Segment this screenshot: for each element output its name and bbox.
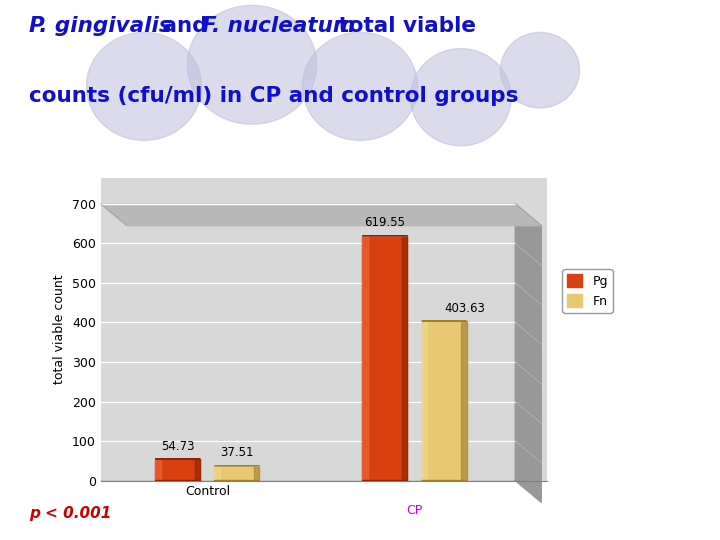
Bar: [402, 235, 408, 481]
Text: and: and: [155, 16, 215, 36]
Bar: [156, 459, 161, 481]
Bar: [462, 321, 467, 481]
Text: total viable: total viable: [331, 16, 476, 36]
Bar: [422, 321, 427, 481]
Bar: [215, 466, 259, 481]
Text: counts (cfu/ml) in CP and control groups: counts (cfu/ml) in CP and control groups: [29, 86, 518, 106]
Text: 403.63: 403.63: [444, 302, 485, 315]
Bar: [215, 466, 220, 481]
Text: 619.55: 619.55: [364, 217, 405, 230]
Polygon shape: [516, 204, 541, 502]
Bar: [362, 235, 408, 481]
Text: CP: CP: [407, 503, 423, 517]
Text: P. gingivalis: P. gingivalis: [29, 16, 171, 36]
Bar: [156, 459, 200, 481]
Bar: [195, 459, 200, 481]
Y-axis label: total viable count: total viable count: [53, 274, 66, 384]
Legend: Pg, Fn: Pg, Fn: [562, 269, 613, 313]
Polygon shape: [101, 204, 541, 226]
Bar: [254, 466, 259, 481]
Text: p < 0.001: p < 0.001: [29, 507, 111, 522]
Text: F. nucleatum: F. nucleatum: [202, 16, 355, 36]
Bar: [422, 321, 467, 481]
Bar: [362, 235, 368, 481]
Text: 37.51: 37.51: [220, 447, 253, 460]
Text: 54.73: 54.73: [161, 440, 194, 453]
